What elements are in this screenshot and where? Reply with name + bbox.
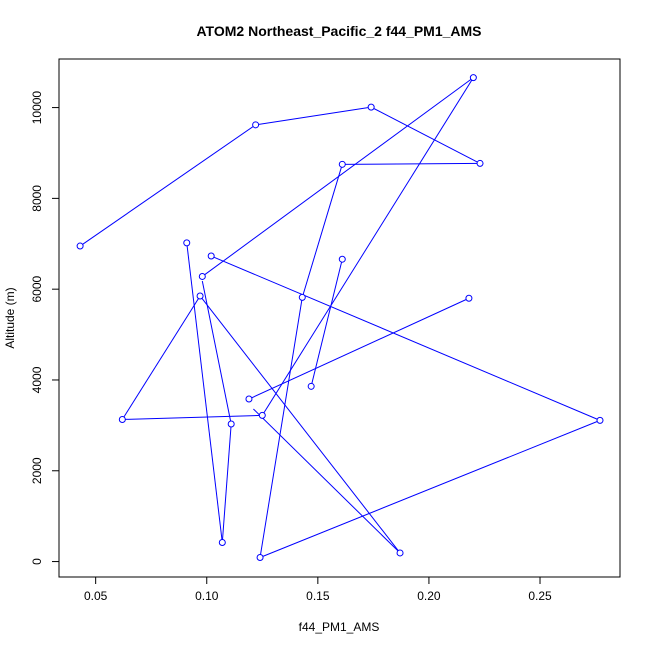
y-tick-label: 0 [30,558,44,565]
data-point [207,252,215,260]
chart-title: ATOM2 Northeast_Pacific_2 f44_PM1_AMS [196,23,481,39]
series-lines [79,77,601,558]
data-point [252,121,260,129]
y-tick-label: 10000 [30,91,44,125]
x-axis: 0.05 0.10 0.15 0.20 0.25 [84,577,552,603]
series-segment [342,162,481,165]
series-segment [255,106,372,126]
x-tick-label: 0.15 [306,589,330,603]
x-tick-label: 0.20 [417,589,441,603]
y-tick-label: 4000 [30,366,44,393]
series-segment [210,255,601,421]
data-point [476,159,484,167]
y-axis: 0 2000 4000 6000 8000 10000 [30,91,59,565]
data-point [307,382,315,390]
y-tick-label: 6000 [30,276,44,303]
data-point [258,411,266,419]
data-point [469,74,477,82]
data-point [118,415,126,423]
data-point [596,416,604,424]
series-segment [261,77,474,416]
data-point [298,293,306,301]
x-tick-label: 0.25 [528,589,552,603]
x-axis-label: f44_PM1_AMS [299,620,380,634]
series-segment [253,408,401,554]
data-point [396,549,404,557]
series-segment [199,295,401,554]
series-segment [259,419,601,558]
series-segment [122,414,263,420]
x-tick-label: 0.10 [195,589,219,603]
data-point [338,255,346,263]
series-segment [186,242,223,543]
data-point [196,292,204,300]
data-point [245,395,253,403]
data-point [227,420,235,428]
data-point [76,242,84,250]
y-tick-label: 2000 [30,457,44,484]
data-point [198,272,206,280]
y-tick-label: 8000 [30,185,44,212]
data-point [218,538,226,546]
series-segment [310,259,343,387]
series-segment [370,106,481,164]
x-tick-label: 0.05 [84,589,108,603]
series-segment [121,295,201,420]
series-segment [259,297,303,558]
plot-frame [58,58,621,578]
series-segment [79,124,256,247]
series-segment [201,280,232,425]
data-point [338,160,346,168]
data-point [367,103,375,111]
series-segment [221,423,232,543]
series-segment [202,77,474,277]
series-segment [248,297,470,400]
data-point [183,239,191,247]
series-points [76,74,604,561]
y-axis-label: Altitude (m) [3,287,17,348]
data-point [256,553,264,561]
series-segment [301,164,343,298]
data-point [465,294,473,302]
